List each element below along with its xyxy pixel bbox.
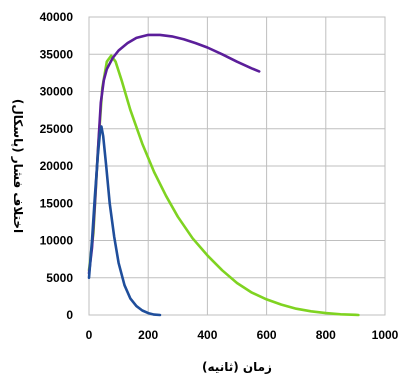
- x-tick-labels: 0 200 400 600 800 1000: [86, 328, 399, 342]
- y-tick-label: 5000: [46, 271, 73, 285]
- series-line-1: [87, 54, 360, 317]
- y-tick-label: 25000: [40, 122, 74, 136]
- y-tick-label: 20000: [40, 159, 74, 173]
- plot-frame: [88, 16, 386, 316]
- x-axis-title: زمان (ثانیه): [202, 360, 272, 374]
- x-tick-label: 1000: [372, 328, 399, 342]
- y-axis-title: اختلاف فشار (پاسکال): [11, 99, 25, 233]
- x-tick-label: 800: [316, 328, 336, 342]
- x-tick-label: 0: [86, 328, 93, 342]
- x-tick-label: 200: [138, 328, 158, 342]
- y-tick-label: 0: [66, 308, 73, 322]
- y-tick-label: 15000: [40, 196, 74, 210]
- x-tick-label: 400: [197, 328, 217, 342]
- y-tick-label: 30000: [40, 85, 74, 99]
- y-tick-label: 10000: [40, 234, 74, 248]
- series-lines: [87, 33, 360, 317]
- y-tick-label: 35000: [40, 47, 74, 61]
- y-tick-labels: 0 5000 10000 15000 20000 25000 30000 35000 40000: [40, 10, 74, 322]
- x-tick-label: 600: [257, 328, 277, 342]
- y-tick-label: 40000: [40, 10, 74, 24]
- series-line-3: [87, 125, 162, 317]
